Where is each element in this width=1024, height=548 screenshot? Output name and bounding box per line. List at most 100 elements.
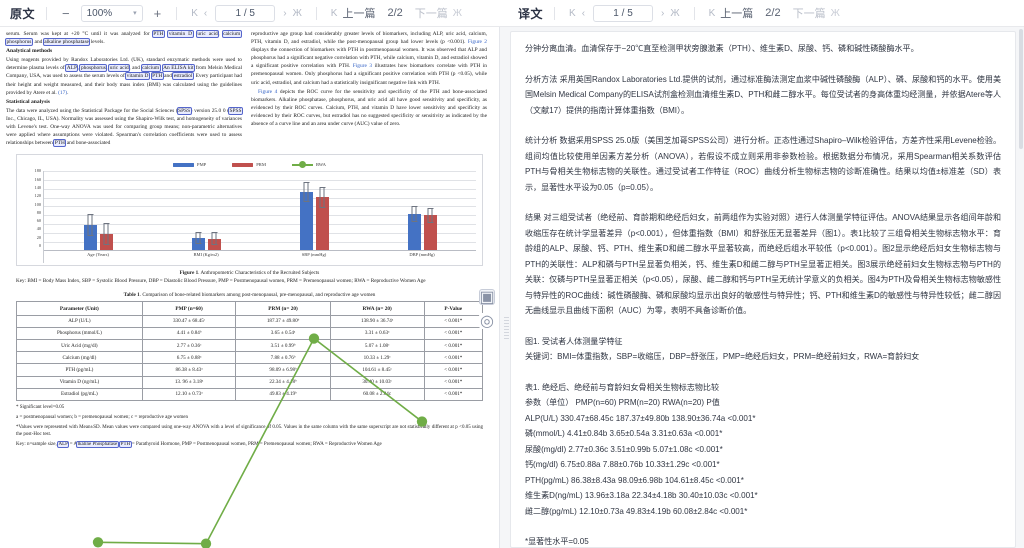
table-cell: 5.07 ± 1.08ᶜ <box>329 339 425 353</box>
prev-doc-icon[interactable]: K <box>330 7 338 19</box>
highlight-term[interactable]: alkaline phosphatase <box>42 38 91 47</box>
table-1-caption-text: . Comparison of bone-related biomarkers … <box>139 292 376 299</box>
translation-paragraph: 分析方法 采用英国Randox Laboratories Ltd.提供的试剂，通… <box>525 74 1001 115</box>
paragraph: serum. Serum was kept at +20 °C until it… <box>5 30 242 47</box>
bar-pmp <box>191 231 205 251</box>
error-bar <box>195 231 202 245</box>
legend-label: PRM <box>256 162 266 168</box>
legend-swatch <box>232 163 254 167</box>
next-doc-button[interactable]: 下一篇 <box>414 8 448 20</box>
table-column-header: PRM (n= 20) <box>235 301 331 316</box>
table-cell: Estradiol (pg/mL) <box>16 387 143 402</box>
table-cell: < 0.001* <box>423 314 484 328</box>
bar-prm <box>315 186 329 251</box>
table-cell: Calcium (mg/dl) <box>16 351 143 365</box>
table-cell: < 0.001* <box>423 351 484 365</box>
zoom-level-select[interactable]: 100% ▾ <box>80 4 143 22</box>
citation-link[interactable]: Figure 2 <box>467 39 487 46</box>
paragraph-gap <box>525 319 1001 334</box>
citation-link[interactable]: Figure 4 <box>258 88 278 95</box>
highlight-term[interactable]: PTH <box>119 441 132 448</box>
target-last-page-icon[interactable]: Ж <box>670 7 680 19</box>
paragraph: The data were analyzed using the Statist… <box>6 106 243 148</box>
table-cell: < 0.001* <box>423 387 484 402</box>
eye-icon[interactable]: ◎ <box>479 313 495 330</box>
y-tick-label: 160 <box>34 176 41 182</box>
table-row: Uric Acid (mg/dl) 2.77 ± 0.36ᶜ 3.51 ± 0.99… <box>16 339 484 353</box>
target-toolbar: 译文 K ‹ 1 / 5 › Ж K 上一篇 2/2 下一篇 Ж <box>500 4 1024 22</box>
citation-link[interactable]: (17) <box>58 89 68 96</box>
paragraph-gap <box>525 519 1001 534</box>
highlight-term[interactable]: PTH <box>151 30 165 38</box>
legend-swatch <box>291 161 313 169</box>
translation-content[interactable]: 分钟分离血清。血清保存于−20℃直至检测甲状旁腺激素（PTH）、维生素D、尿酸、… <box>510 31 1016 548</box>
table-row: Calcium (mg/dl) 6.75 ± 0.88ᵃ 7.88 ± 0.76ᵇ 1… <box>16 351 484 365</box>
figure-1-key: Key: BMI = Body Mass Index, SBP = Systol… <box>16 278 426 285</box>
table-cell: 22.34 ± 4.18ᵇ <box>235 375 331 389</box>
target-next-doc-button[interactable]: 下一篇 <box>792 8 826 20</box>
x-tick-label: Age (Years) <box>87 252 109 258</box>
scrollbar-thumb[interactable] <box>1019 29 1023 149</box>
table-cell: 13. 96 ± 3.18ᵃ <box>141 375 237 389</box>
highlight-term[interactable]: phosphorus <box>5 38 33 47</box>
highlight-term[interactable]: An ELISA kit <box>161 64 196 73</box>
legend-swatch <box>173 163 195 167</box>
table-cell: Uric Acid (mg/dl) <box>16 339 143 353</box>
table-1-head: Parameter (Unit) PMP (n=60) PRM (n= 20) RWA… <box>16 301 484 316</box>
table-cell: 3.65 ± 0.54ᵃ <box>235 326 331 341</box>
highlight-term[interactable]: vitamin D <box>125 72 150 81</box>
first-page-icon[interactable]: K <box>191 7 198 19</box>
translation-scrollbar[interactable] <box>1019 29 1023 546</box>
highlight-term[interactable]: uric acid <box>108 64 131 73</box>
target-prev-page-icon[interactable]: ‹ <box>581 7 586 19</box>
highlight-term[interactable]: ALP <box>65 64 79 73</box>
table-cell: < 0.001* <box>423 326 484 341</box>
target-prev-doc-icon[interactable]: K <box>708 7 716 19</box>
table-cell: < 0.001* <box>423 363 484 377</box>
prev-doc-button[interactable]: 上一篇 <box>342 8 376 20</box>
zoom-out-button[interactable]: − <box>62 5 70 21</box>
table-1-wrapper: Table 1. Comparison of bone-related biom… <box>16 292 484 448</box>
translation-pane[interactable]: 分钟分离血清。血清保存于−20℃直至检测甲状旁腺激素（PTH）、维生素D、尿酸、… <box>500 27 1024 548</box>
target-next-page-icon[interactable]: › <box>661 7 665 19</box>
chart-grid: Age (Years) BMI (Kg/m2) SBP (mmHg) DBP (mmH… <box>43 171 476 548</box>
highlight-term[interactable]: estradiol <box>172 72 194 81</box>
last-page-icon[interactable]: Ж <box>292 7 302 19</box>
next-doc-icon[interactable]: Ж <box>452 7 462 19</box>
target-prev-doc-button[interactable]: 上一篇 <box>720 8 754 20</box>
bar-group <box>374 171 469 251</box>
prev-page-icon[interactable]: ‹ <box>203 7 208 19</box>
highlight-term[interactable]: lkaline Phosphatase <box>76 441 119 448</box>
zoom-in-button[interactable]: + <box>153 5 162 21</box>
highlight-term[interactable]: ALP <box>56 441 70 448</box>
highlight-term[interactable]: phosphorus <box>79 64 108 73</box>
target-doc-count-label: 2/2 <box>765 7 781 19</box>
highlight-term[interactable]: PTH <box>150 72 164 81</box>
table-cell: 98.09 ± 6.98ᵇ <box>235 363 331 377</box>
scroll-ticks <box>504 317 509 339</box>
highlight-term[interactable]: calcium <box>221 30 242 38</box>
snapshot-icon[interactable]: ▣ <box>479 289 495 306</box>
bar-group <box>158 171 253 251</box>
table-row: Phosphorus (mmol/L) 4.41 ± 0.84ᵇ 3.65 ± 0.… <box>16 326 484 341</box>
target-next-doc-icon[interactable]: Ж <box>830 7 840 19</box>
highlight-term[interactable]: SPSS <box>228 106 243 115</box>
target-page-number-input[interactable]: 1 / 5 <box>593 4 654 22</box>
highlight-term[interactable]: vitamin D <box>167 30 194 38</box>
highlight-term[interactable]: PTH <box>53 139 67 148</box>
target-first-page-icon[interactable]: K <box>569 7 576 19</box>
section-heading: Statistical analysis <box>6 98 50 105</box>
highlight-term[interactable]: calcium <box>140 64 161 73</box>
table-cell: 330.47 ± 68.45ᶜ <box>141 314 237 328</box>
highlight-term[interactable]: uric acid <box>195 30 220 38</box>
source-document-pane[interactable]: serum. Serum was kept at +20 °C until it… <box>0 27 500 548</box>
chart-x-axis: Age (Years) BMI (Kg/m2) SBP (mmHg) DBP (mmH… <box>44 250 476 263</box>
citation-link[interactable]: Figure 3 <box>352 63 373 70</box>
next-page-icon[interactable]: › <box>283 7 287 19</box>
bar-pmp <box>299 182 313 251</box>
page-number-input[interactable]: 1 / 5 <box>215 4 276 22</box>
highlight-term[interactable]: SPSS <box>176 106 192 115</box>
figure-1-chart: PMP PRM RWA 180 160 140 120 100 80 60 40 20 0 Age (… <box>16 154 483 548</box>
document-column-right: reproductive age group had considerably … <box>251 30 487 148</box>
table-cell: 104.61 ± 8.45ᶜ <box>329 363 425 377</box>
